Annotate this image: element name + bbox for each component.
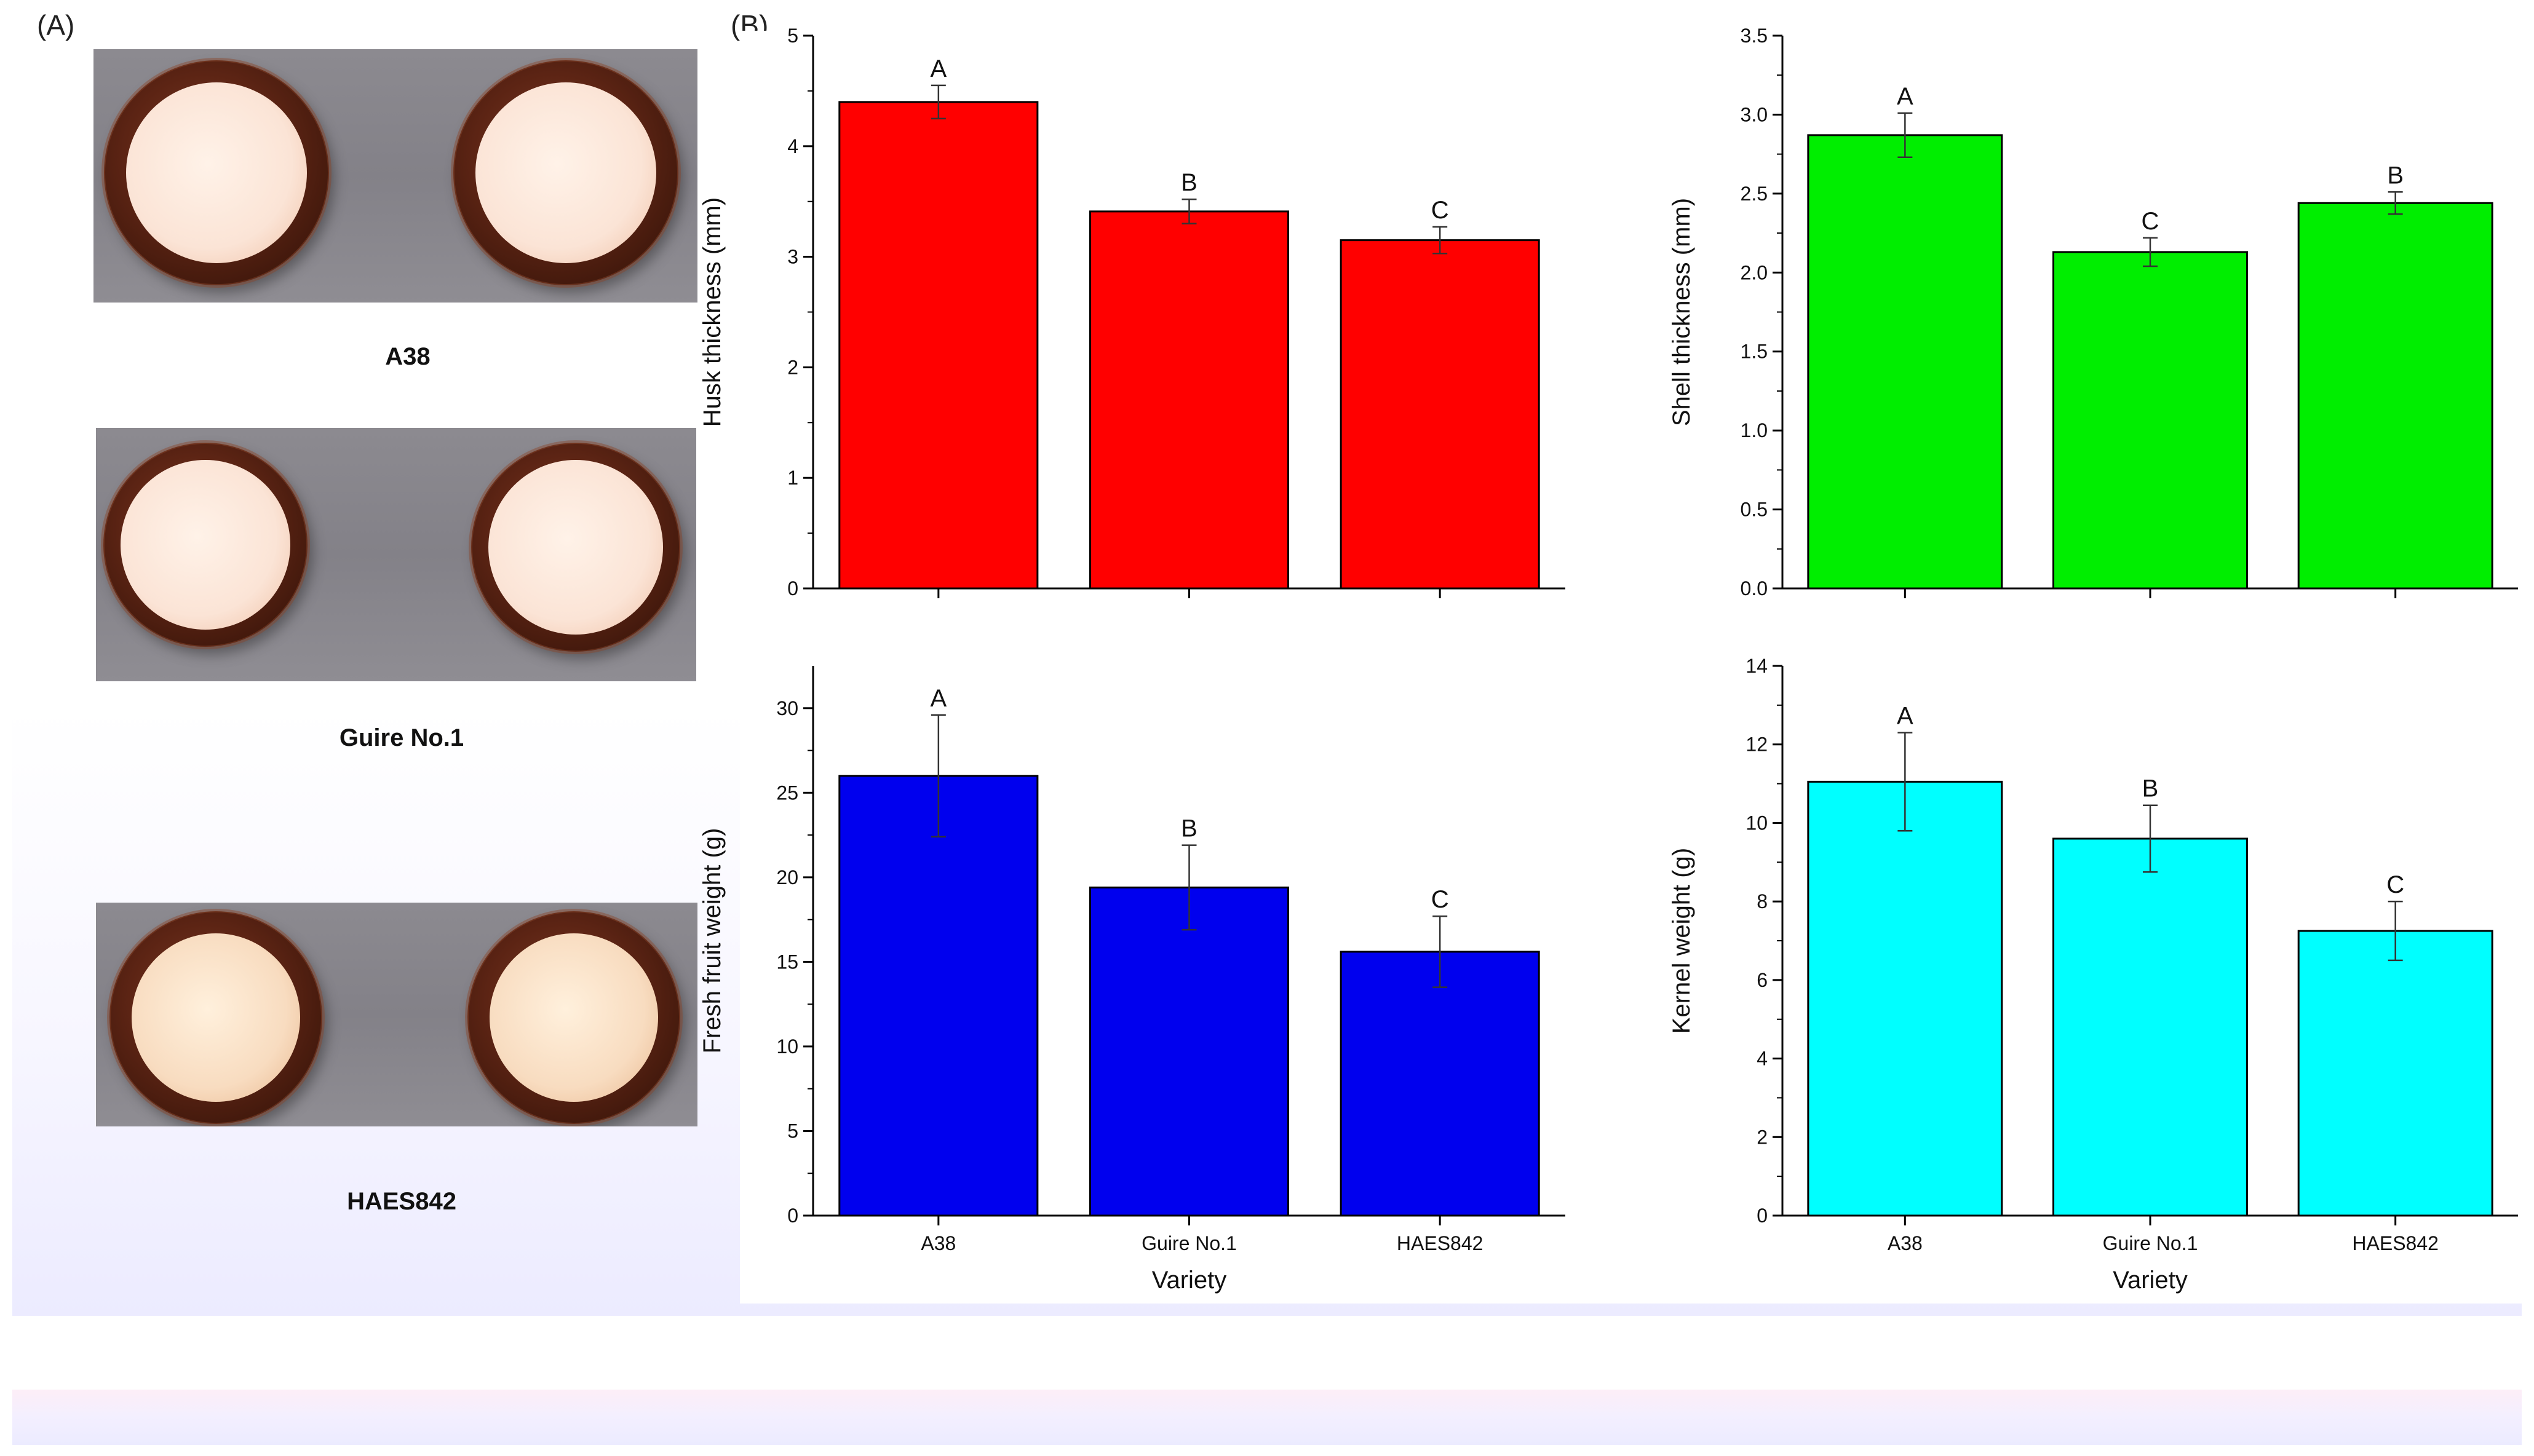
nut-cross-section xyxy=(465,909,683,1126)
photo-a38 xyxy=(93,49,697,303)
bar xyxy=(1089,210,1290,590)
y-tick-label: 10 xyxy=(1746,812,1768,834)
x-tick-label: Guire No.1 xyxy=(2103,1232,2198,1254)
y-tick-label: 8 xyxy=(1757,890,1768,912)
nut-cross-section xyxy=(101,440,310,649)
nut-cross-section xyxy=(107,909,325,1126)
y-tick-label: 4 xyxy=(1757,1048,1768,1070)
kernel-cross-section xyxy=(126,82,307,263)
y-tick-label: 25 xyxy=(776,781,798,804)
bar xyxy=(2052,837,2248,1217)
x-tick-label: A38 xyxy=(1888,1232,1923,1254)
photo-guire xyxy=(96,428,696,681)
significance-label: A xyxy=(930,55,947,82)
y-tick-label: 3.5 xyxy=(1741,25,1768,47)
kernel-cross-section xyxy=(132,933,300,1102)
y-tick-label: 30 xyxy=(776,697,798,719)
photo-label-guire: Guire No.1 xyxy=(339,724,464,751)
nut-cross-section xyxy=(451,58,681,288)
significance-label: B xyxy=(1181,169,1197,196)
chart-fresh: A B C 0 5 10 15 20 25 30 A38 Guire No.1 HAES842 Fresh… xyxy=(699,666,1565,1294)
significance-label: B xyxy=(2142,775,2159,802)
y-tick-label: 14 xyxy=(1746,655,1768,677)
y-tick-label: 0.0 xyxy=(1741,577,1768,599)
x-tick-label: A38 xyxy=(921,1232,956,1254)
chart-shell: A C B 0.0 0.5 1.0 1.5 2.0 2.5 3.0 3.5 Shell thickne… xyxy=(1668,25,2518,599)
y-tick-label: 0.5 xyxy=(1741,499,1768,521)
background-strip xyxy=(12,1390,2522,1445)
y-tick-label: 5 xyxy=(787,1120,798,1142)
y-tick-label: 3.0 xyxy=(1741,103,1768,125)
bar xyxy=(2297,202,2493,590)
y-tick-label: 2.0 xyxy=(1741,261,1768,283)
significance-label: B xyxy=(1181,815,1197,842)
kernel-cross-section xyxy=(490,933,658,1102)
bar xyxy=(1340,951,1540,1217)
y-tick-label: 5 xyxy=(787,25,798,47)
photo-label-a38: A38 xyxy=(385,343,431,370)
x-tick-label: Guire No.1 xyxy=(1142,1232,1237,1254)
y-tick-label: 10 xyxy=(776,1035,798,1058)
panel-a-letter: (A) xyxy=(37,9,75,41)
bar xyxy=(1807,134,2003,590)
significance-label: A xyxy=(1897,83,1913,110)
y-tick-label: 6 xyxy=(1757,969,1768,991)
significance-label: C xyxy=(2386,871,2404,898)
bar xyxy=(2052,251,2248,590)
y-axis-title: Husk thickness (mm) xyxy=(699,197,726,427)
significance-label: A xyxy=(930,685,947,712)
bar xyxy=(1340,239,1540,590)
y-tick-label: 1.5 xyxy=(1741,341,1768,363)
y-tick-label: 2 xyxy=(787,356,798,378)
chart-kernel: A B C 0 2 4 6 8 10 12 14 A38 Guire No.1 HAES842 Kernel… xyxy=(1668,655,2518,1294)
significance-label: A xyxy=(1897,703,1913,730)
y-tick-label: 0 xyxy=(787,1205,798,1227)
photo-haes842 xyxy=(96,903,697,1126)
y-tick-label: 1 xyxy=(787,467,798,489)
significance-label: B xyxy=(2387,162,2404,189)
bar xyxy=(2297,930,2493,1217)
y-tick-label: 4 xyxy=(787,135,798,157)
y-tick-label: 15 xyxy=(776,951,798,973)
y-tick-label: 1.0 xyxy=(1741,419,1768,441)
y-tick-label: 3 xyxy=(787,246,798,268)
y-tick-label: 0 xyxy=(1757,1205,1768,1227)
nut-cross-section xyxy=(469,440,683,654)
nut-cross-section xyxy=(101,58,332,288)
kernel-cross-section xyxy=(488,460,663,635)
significance-label: C xyxy=(1431,197,1449,224)
bar xyxy=(838,775,1039,1217)
y-tick-label: 2.5 xyxy=(1741,183,1768,205)
y-tick-label: 0 xyxy=(787,577,798,599)
x-tick-label: HAES842 xyxy=(2352,1232,2439,1254)
x-axis-title: Variety xyxy=(1152,1267,1227,1294)
y-tick-label: 2 xyxy=(1757,1126,1768,1148)
x-tick-label: HAES842 xyxy=(1397,1232,1483,1254)
bar xyxy=(1089,886,1290,1217)
significance-label: C xyxy=(2142,208,2159,235)
bar xyxy=(1807,780,2003,1217)
kernel-cross-section xyxy=(475,82,656,263)
chart-husk: A B C 0 1 2 3 4 5 Husk thickness (mm) xyxy=(699,25,1565,599)
kernel-cross-section xyxy=(121,460,290,630)
y-axis-title: Shell thickness (mm) xyxy=(1668,198,1695,426)
bar xyxy=(838,101,1039,590)
y-tick-label: 12 xyxy=(1746,734,1768,756)
y-tick-label: 20 xyxy=(776,866,798,888)
significance-label: C xyxy=(1431,886,1449,913)
photo-label-haes842: HAES842 xyxy=(347,1188,456,1215)
y-axis-title: Fresh fruit weight (g) xyxy=(699,828,726,1054)
x-axis-title: Variety xyxy=(2113,1267,2188,1294)
y-axis-title: Kernel weight (g) xyxy=(1668,848,1695,1034)
